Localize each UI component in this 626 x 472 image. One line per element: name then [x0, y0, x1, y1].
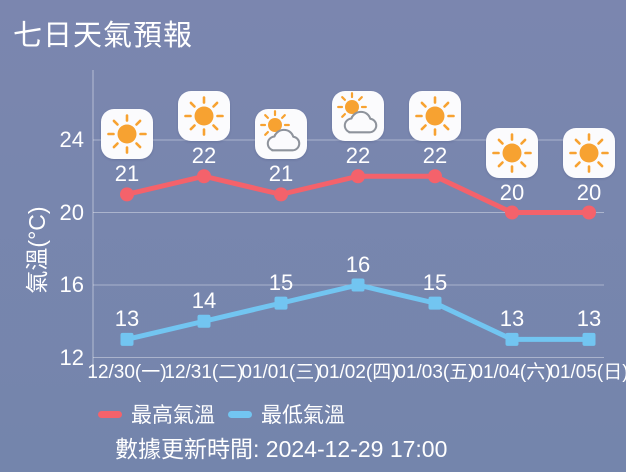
- low-temp-value: 13: [576, 306, 602, 332]
- x-axis-label: 12/30(一): [87, 362, 167, 383]
- weather-icon-sunny: [101, 109, 153, 160]
- high-temp-point: [351, 169, 365, 184]
- weather-icon-sunny: [178, 91, 230, 142]
- low-temp-value: 13: [499, 306, 525, 332]
- high-temp-value: 20: [576, 179, 602, 205]
- high-temp-value: 22: [345, 143, 371, 169]
- sun-glyph: [107, 114, 147, 155]
- high-temp-value: 20: [499, 179, 525, 205]
- high-temp-point: [120, 187, 134, 202]
- x-axis-label: 01/03(五): [395, 362, 475, 383]
- x-axis-label: 01/05(日): [549, 362, 626, 383]
- sun-behind-cloud-glyph: [260, 110, 301, 152]
- high-temp-point: [505, 205, 519, 220]
- low-temp-point: [120, 332, 134, 346]
- weather-icon-sunny: [563, 127, 615, 178]
- low-temp-value: 13: [114, 306, 140, 332]
- y-tick-label: 24: [59, 127, 84, 152]
- high-temp-value: 22: [191, 143, 217, 169]
- weather-icon-partly-cloudy: [255, 109, 307, 160]
- low-temp-point: [197, 314, 211, 328]
- low-temp-legend-marker: [228, 410, 252, 418]
- sun-glyph: [184, 96, 224, 137]
- high-temp-point: [428, 169, 442, 184]
- sun-glyph: [415, 96, 455, 137]
- y-tick-label: 16: [59, 272, 84, 297]
- high-temp-point: [197, 169, 211, 184]
- sun-glyph: [492, 132, 532, 173]
- sun-glyph: [569, 132, 609, 173]
- low-temp-point: [351, 278, 365, 292]
- weather-icon-sunny: [409, 91, 461, 142]
- low-temp-value: 15: [268, 270, 294, 296]
- high-temp-value: 22: [422, 143, 448, 169]
- low-temp-value: 15: [422, 270, 448, 296]
- high-temp-legend-label: 最高氣溫: [131, 404, 215, 427]
- weather-icon-sunny: [486, 127, 538, 178]
- high-temp-point: [582, 205, 596, 220]
- low-temp-value: 14: [191, 288, 217, 314]
- page-title: 七日天氣預報: [13, 20, 194, 52]
- low-temp-point: [274, 296, 288, 310]
- y-tick-label: 20: [59, 199, 84, 225]
- low-temp-point: [505, 332, 519, 346]
- update-time: 數據更新時間: 2024-12-29 17:00: [115, 436, 448, 462]
- low-temp-point: [428, 296, 442, 310]
- high-temp-point: [274, 187, 288, 202]
- low-temp-legend-label: 最低氣溫: [261, 404, 345, 427]
- x-axis-label: 01/02(四): [318, 362, 398, 383]
- weather-icon-partly-cloudy: [332, 91, 384, 142]
- high-temp-value: 21: [114, 161, 140, 187]
- y-tick-label: 12: [59, 344, 84, 370]
- high-temp-value: 21: [268, 161, 294, 187]
- low-temp-point: [582, 332, 596, 346]
- sun-behind-cloud-glyph: [337, 92, 378, 134]
- low-temp-value: 16: [345, 252, 371, 277]
- legend: 最高氣溫 最低氣溫: [98, 401, 345, 427]
- x-axis-label: 12/31(二): [164, 362, 244, 383]
- high-temp-legend-marker: [98, 410, 122, 418]
- x-axis-label: 01/01(三): [241, 362, 321, 383]
- x-axis-label: 01/04(六): [472, 362, 552, 383]
